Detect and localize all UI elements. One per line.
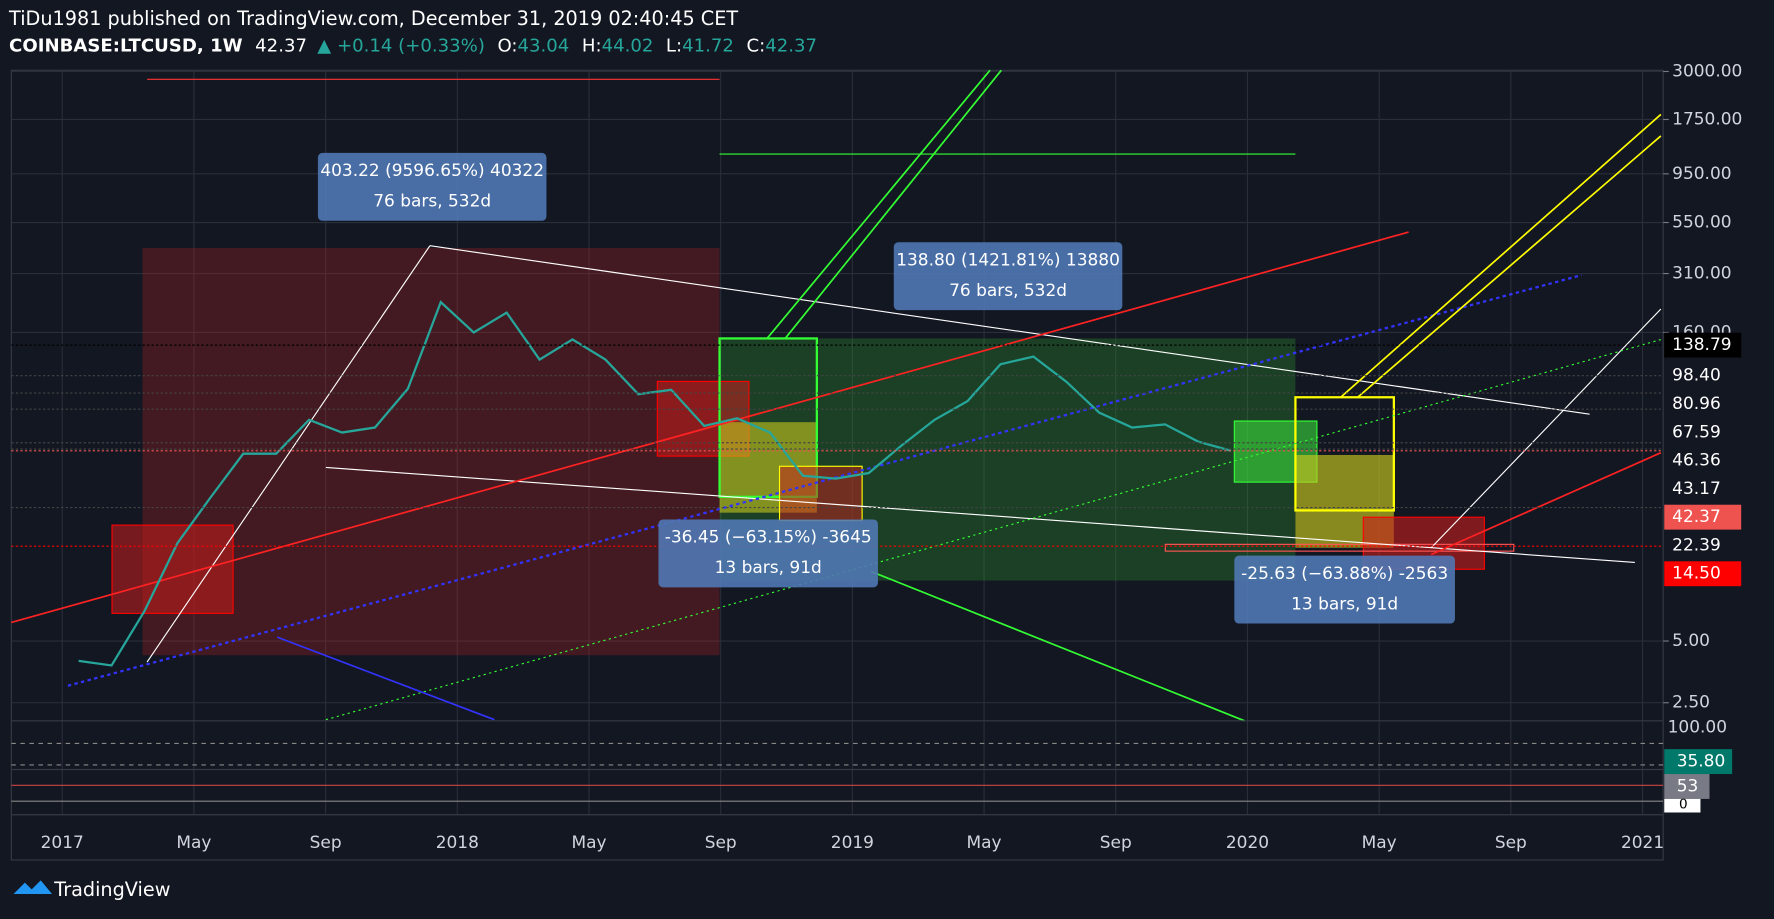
x-tick-label: 2020 xyxy=(1226,833,1269,853)
price-label: 46.36 xyxy=(1672,451,1721,471)
osc-zero: 0 xyxy=(1679,797,1688,813)
price-label: 14.50 xyxy=(1672,564,1721,584)
y-tick-label: 5.00 xyxy=(1672,631,1710,651)
o: 43.04 xyxy=(517,36,569,57)
box xyxy=(718,337,818,498)
measure-text: 76 bars, 532d xyxy=(373,192,491,212)
o-label: O: xyxy=(497,36,517,57)
trend-line xyxy=(766,69,991,339)
last: 42.37 xyxy=(255,36,307,57)
y-tick-label: 550.00 xyxy=(1672,213,1731,233)
price-badge xyxy=(1664,332,1742,358)
measure-text: 76 bars, 532d xyxy=(949,281,1067,301)
price-badge xyxy=(1664,363,1742,389)
measure-text: -25.63 (−63.88%) -2563 xyxy=(1241,564,1448,584)
x-tick-label: May xyxy=(1362,833,1397,853)
x-tick-label: 2019 xyxy=(831,833,874,853)
price-badge xyxy=(1664,504,1742,530)
osc-zero-badge xyxy=(1664,798,1701,813)
h-label: H: xyxy=(582,36,602,57)
trend-line xyxy=(870,570,1245,722)
price-badge xyxy=(1664,391,1742,417)
rsi-value: 35.80 xyxy=(1677,752,1726,772)
h: 44.02 xyxy=(602,36,654,57)
box xyxy=(1164,543,1515,552)
x-tick-label: May xyxy=(571,833,606,853)
rsi-top: 100.00 xyxy=(1668,718,1727,738)
measure-text: 13 bars, 91d xyxy=(715,558,822,578)
price-label: 80.96 xyxy=(1672,394,1721,414)
measure-box xyxy=(1234,555,1455,624)
brand: TradingView xyxy=(53,878,170,901)
measure-text: 13 bars, 91d xyxy=(1291,594,1398,614)
price-label: 42.37 xyxy=(1672,507,1721,527)
box xyxy=(111,524,234,614)
measure-box xyxy=(658,519,878,588)
measure-text: 403.22 (9596.65%) 40322 xyxy=(320,161,544,181)
x-tick-label: May xyxy=(176,833,211,853)
price-badge xyxy=(1664,561,1742,587)
x-tick-label: May xyxy=(967,833,1002,853)
measure-text: 138.80 (1421.81%) 13880 xyxy=(896,250,1120,270)
trend-line xyxy=(1340,113,1662,398)
price-badge xyxy=(1664,476,1742,502)
c-label: C: xyxy=(746,36,765,57)
price-badge xyxy=(1664,448,1742,474)
y-tick-label: 3000.00 xyxy=(1672,61,1742,81)
trend-line xyxy=(276,636,495,721)
price-line xyxy=(78,300,1232,667)
price-label: 98.40 xyxy=(1672,366,1721,386)
trend-line xyxy=(1430,451,1662,556)
change: ▲ +0.14 (+0.33%) xyxy=(317,36,485,57)
x-tick-label: Sep xyxy=(1100,833,1132,853)
trend-line xyxy=(429,245,1590,415)
measure-text: -36.45 (−63.15%) -3645 xyxy=(665,528,872,548)
publisher: TiDu1981 published on TradingView.com, D… xyxy=(8,7,738,30)
y-tick-label: 310.00 xyxy=(1672,264,1731,284)
y-tick-label: 2.50 xyxy=(1672,693,1710,713)
price-label: 22.39 xyxy=(1672,535,1721,555)
price-badge xyxy=(1664,533,1742,558)
c: 42.37 xyxy=(765,36,817,57)
x-tick-label: Sep xyxy=(705,833,737,853)
x-tick-label: 2018 xyxy=(436,833,479,853)
measure-box xyxy=(893,242,1123,311)
trend-line xyxy=(1357,135,1662,398)
trend-line xyxy=(784,69,1002,339)
osc-value: 53 xyxy=(1677,776,1699,796)
price-label: 138.79 xyxy=(1672,335,1731,355)
x-tick-label: 2017 xyxy=(41,833,84,853)
x-tick-label: Sep xyxy=(310,833,342,853)
x-tick-label: Sep xyxy=(1495,833,1527,853)
l-label: L: xyxy=(666,36,682,57)
price-badge xyxy=(1664,419,1742,445)
price-label: 67.59 xyxy=(1672,422,1721,442)
price-label: 43.17 xyxy=(1672,479,1721,499)
trend-line xyxy=(325,466,1635,564)
measure-box xyxy=(317,152,547,221)
symbol: COINBASE:LTCUSD, 1W xyxy=(9,36,243,57)
legend-line: COINBASE:LTCUSD, 1W 42.37 ▲ +0.14 (+0.33… xyxy=(9,36,817,57)
box xyxy=(1294,396,1395,512)
rsi-badge xyxy=(1664,749,1733,775)
y-tick-label: 1750.00 xyxy=(1672,109,1742,129)
l: 41.72 xyxy=(682,36,734,57)
x-tick-label: 2021 xyxy=(1621,833,1664,853)
trend-line xyxy=(11,231,1409,624)
osc-badge xyxy=(1664,774,1710,799)
y-tick-label: 950.00 xyxy=(1672,164,1731,184)
trend-line xyxy=(146,245,431,663)
logo xyxy=(13,880,53,894)
